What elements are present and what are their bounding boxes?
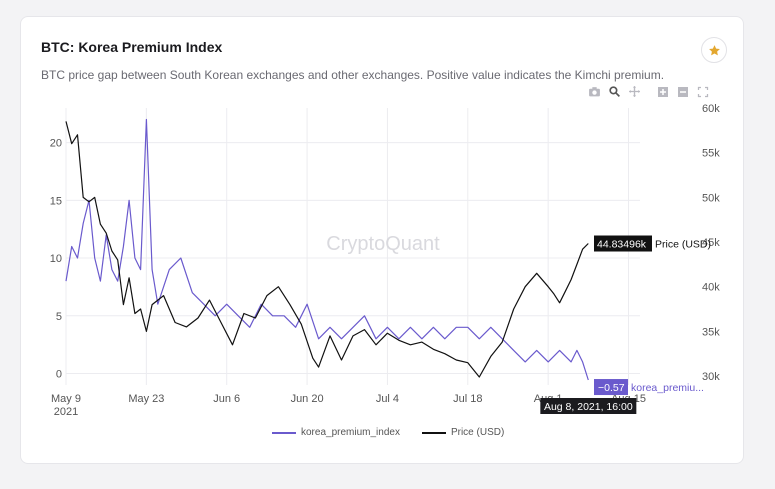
y-right-tick-label: 45k [702,237,720,249]
premium-series-line [65,118,589,381]
price-series-line [65,121,589,378]
x-tick-label: Jul 4 [376,393,399,405]
legend-item-price[interactable]: Price (USD) [421,427,505,438]
price-hover-series: Price (USD) [655,239,711,251]
y-right-tick-label: 35k [702,326,720,338]
y-left-tick-label: 10 [50,253,62,265]
legend-item-premium[interactable]: korea_premium_index [272,427,400,438]
legend-swatch-premium [272,431,296,434]
x-year-label: 2021 [54,406,78,418]
pan-icon[interactable] [627,84,642,99]
y-left-tick-label: 5 [56,311,62,323]
price-hover-value: 44.83496k [597,239,647,251]
legend-swatch-price [421,431,446,434]
x-tick-label: May 9 [51,393,81,405]
favorite-button[interactable] [701,37,727,63]
premium-hover-series: korea_premiu... [631,382,704,394]
y-left-tick-label: 15 [50,195,62,207]
autoscale-icon[interactable] [695,84,710,99]
hover-labels: 44.83496k Price (USD) −0.57 korea_premiu...… [540,235,711,414]
date-hover-label: Aug 8, 2021, 16:00 [544,401,633,413]
chart-subtitle: BTC price gap between South Korean excha… [41,68,665,82]
y-left-tick-label: 0 [56,368,62,380]
zoom-out-icon[interactable] [675,84,690,99]
chart-toolbar [587,84,710,99]
premium-hover-value: −0.57 [598,382,625,394]
y-right-tick-label: 60k [702,103,720,115]
chart-legend: korea_premium_index Price (USD) [272,427,504,438]
legend-label-price: Price (USD) [450,427,505,438]
chart-title: BTC: Korea Premium Index [41,39,223,55]
y-right-tick-label: 55k [702,148,720,160]
date-hover-badge [540,398,637,414]
price-hover-badge [594,235,652,252]
legend-label-premium: korea_premium_index [301,427,400,438]
x-tick-label: Jun 20 [291,393,324,405]
watermark-text: CryptoQuant [326,233,440,255]
star-icon [708,44,720,55]
x-tick-label: Jun 6 [213,393,240,405]
zoom-in-icon[interactable] [655,84,670,99]
y-right-tick-label: 40k [702,282,720,294]
y-right-tick-label: 30k [702,371,720,383]
premium-hover-badge [594,379,628,396]
y-left-tick-label: 20 [50,138,62,150]
x-tick-label: Jul 18 [453,393,482,405]
camera-icon[interactable] [587,84,602,99]
zoom-icon[interactable] [607,84,622,99]
y-right-tick-label: 50k [702,192,720,204]
x-tick-label: May 23 [128,393,164,405]
series-layer [65,118,589,381]
